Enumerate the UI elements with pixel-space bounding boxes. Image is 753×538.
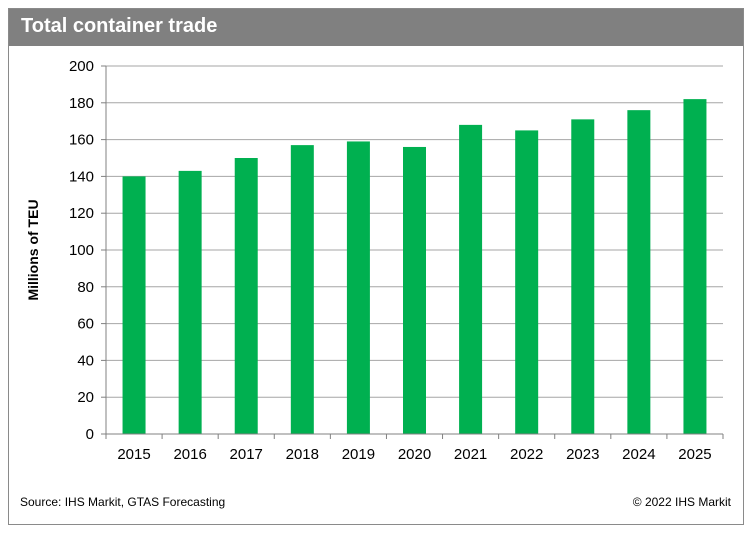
chart-title: Total container trade: [21, 15, 218, 37]
x-tick-label: 2015: [117, 446, 150, 463]
bar-2017: [234, 158, 258, 434]
y-tick-label: 80: [77, 279, 94, 296]
y-tick-label: 0: [86, 426, 94, 443]
y-tick-label: 100: [69, 242, 94, 259]
y-tick-label: 200: [69, 58, 94, 75]
x-tick-label: 2018: [286, 446, 319, 463]
x-tick-label: 2023: [566, 446, 599, 463]
x-tick-label: 2021: [454, 446, 487, 463]
bar-2016: [178, 170, 202, 434]
y-tick-label: 120: [69, 205, 94, 222]
bar-2015: [122, 176, 146, 434]
x-tick-label: 2024: [622, 446, 655, 463]
y-axis-label: Millions of TEU: [25, 199, 41, 300]
x-tick-label: 2019: [342, 446, 375, 463]
bar-2025: [683, 99, 707, 435]
title-bar: Total container trade: [9, 9, 743, 46]
bar-2024: [627, 110, 651, 434]
x-tick-label: 2020: [398, 446, 431, 463]
copyright-note: © 2022 IHS Markit: [632, 495, 731, 509]
bar-2018: [290, 145, 314, 434]
y-tick-label: 60: [77, 316, 94, 333]
bar-2020: [403, 146, 426, 434]
bars: [122, 99, 707, 435]
x-tick-label: 2017: [230, 446, 263, 463]
y-tick-label: 180: [69, 95, 94, 112]
y-tick-label: 20: [77, 389, 94, 406]
y-tick-label: 40: [77, 352, 94, 369]
axes: 0 20 40 60 80 100 120 140 160 180 200 2015 2016 2017 2…: [69, 58, 724, 463]
bar-2023: [571, 119, 595, 435]
y-tick-label: 140: [69, 168, 94, 185]
x-tick-label: 2016: [173, 446, 206, 463]
y-tick-label: 160: [69, 132, 94, 149]
bar-2022: [515, 130, 539, 434]
x-tick-label: 2025: [678, 446, 711, 463]
x-tick-label: 2022: [510, 446, 543, 463]
bar-2019: [346, 141, 370, 434]
bar-2021: [459, 124, 483, 434]
source-note: Source: IHS Markit, GTAS Forecasting: [20, 495, 226, 509]
